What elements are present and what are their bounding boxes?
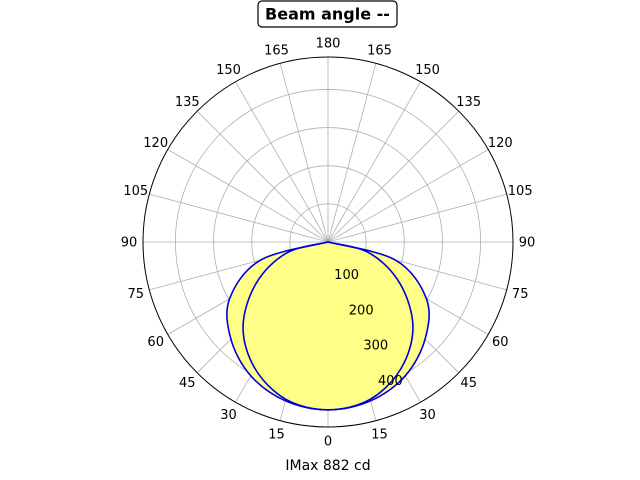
angle-tick-label: 15 — [268, 428, 285, 443]
angle-grid-line — [327, 149, 489, 243]
radial-tick-label: 300 — [363, 339, 388, 354]
angle-grid-line — [327, 63, 377, 243]
angle-tick-label: 60 — [492, 335, 509, 350]
angle-tick-label: 135 — [175, 95, 200, 110]
angle-tick-label: 30 — [419, 408, 436, 423]
angle-grid-line — [196, 110, 329, 243]
data-layer — [226, 241, 430, 411]
angle-tick-label: 135 — [456, 95, 481, 110]
angle-tick-label: 75 — [128, 287, 145, 302]
angle-tick-label: 150 — [415, 63, 440, 78]
series-line-2 — [226, 241, 430, 411]
angle-tick-label: 15 — [371, 428, 388, 443]
angle-grid-line — [327, 81, 421, 243]
angle-tick-label: 150 — [216, 63, 241, 78]
title-box — [257, 0, 398, 28]
angle-grid-line — [235, 81, 329, 243]
angle-tick-label: 120 — [488, 136, 513, 151]
angle-tick-label: 45 — [179, 376, 196, 391]
angle-tick-label: 105 — [123, 184, 148, 199]
polar-frame — [142, 56, 514, 428]
angle-tick-label: 90 — [121, 236, 138, 251]
chart-title: Beam angle -- — [257, 0, 398, 28]
angle-tick-label: 45 — [460, 376, 477, 391]
angle-tick-label: 180 — [316, 37, 341, 52]
angle-tick-label: 120 — [143, 136, 168, 151]
radial-tick-label: 200 — [349, 304, 374, 319]
angle-tick-label: 165 — [264, 43, 289, 58]
radial-tick-label: 100 — [334, 268, 359, 283]
angle-tick-label: 75 — [512, 287, 529, 302]
angle-grid-line — [167, 149, 329, 243]
intensity-fill-area — [226, 242, 430, 410]
angle-tick-label: 105 — [508, 184, 533, 199]
angle-tick-label: 0 — [324, 435, 332, 450]
label-layer: 0 15 30 45 60 75 90 105 120 135 150 165 180 165 150 135… — [121, 37, 536, 450]
angle-tick-label: 90 — [519, 236, 536, 251]
angle-grid-line — [279, 63, 329, 243]
frame-layer — [142, 56, 514, 428]
radial-tick-label: 400 — [378, 374, 403, 389]
angle-tick-label: 30 — [220, 408, 237, 423]
angle-grid-line — [327, 193, 507, 243]
x-axis-label: IMax 882 cd — [285, 458, 370, 474]
angle-tick-label: 165 — [367, 43, 392, 58]
title-text: Beam angle -- — [265, 5, 390, 24]
angle-tick-label: 60 — [147, 335, 164, 350]
angle-grid-line — [327, 110, 460, 243]
angle-grid-line — [149, 193, 329, 243]
